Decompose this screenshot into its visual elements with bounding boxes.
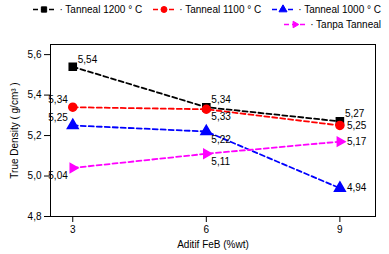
- svg-text:5,25: 5,25: [48, 112, 68, 123]
- svg-text:5,0: 5,0: [28, 170, 42, 181]
- svg-text:5,27: 5,27: [345, 108, 365, 119]
- svg-text:5,2: 5,2: [28, 130, 42, 141]
- svg-text:4,8: 4,8: [28, 211, 42, 222]
- svg-text:5,17: 5,17: [347, 136, 367, 147]
- html-text:· Tanneal 1000 ° C: · Tanneal 1000 ° C: [298, 4, 381, 15]
- svg-text:5,04: 5,04: [48, 170, 68, 181]
- svg-text:3: 3: [70, 224, 76, 235]
- svg-text:9: 9: [337, 224, 343, 235]
- svg-text:5,33: 5,33: [211, 111, 231, 122]
- svg-text:5,22: 5,22: [211, 134, 231, 145]
- svg-text:5,4: 5,4: [28, 89, 42, 100]
- html-text:· Tanneal 1100 ° C: · Tanneal 1100 ° C: [179, 4, 262, 15]
- svg-text:Aditif FeB (%wt): Aditif FeB (%wt): [177, 239, 249, 250]
- svg-text:6: 6: [204, 224, 210, 235]
- svg-text:5,54: 5,54: [78, 54, 98, 65]
- svg-text:True Density ( g/cm³ ): True Density ( g/cm³ ): [9, 82, 20, 178]
- html-text:· Tanpa Tanneal: · Tanpa Tanneal: [310, 19, 381, 30]
- svg-text:4,94: 4,94: [347, 182, 367, 193]
- svg-text:5,34: 5,34: [211, 94, 231, 105]
- svg-text:5,11: 5,11: [211, 156, 230, 167]
- html-text:· Tanneal 1200 ° C: · Tanneal 1200 ° C: [59, 4, 143, 15]
- svg-text:5,6: 5,6: [28, 49, 42, 60]
- svg-text:5,25: 5,25: [347, 120, 367, 131]
- svg-text:5,34: 5,34: [48, 94, 68, 105]
